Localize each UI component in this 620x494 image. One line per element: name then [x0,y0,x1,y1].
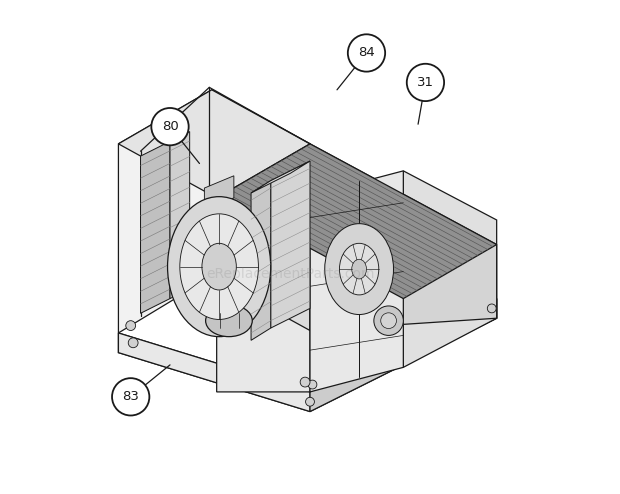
Polygon shape [205,176,234,210]
Circle shape [407,64,444,101]
Circle shape [300,377,310,387]
Text: 31: 31 [417,76,434,89]
Circle shape [128,338,138,348]
Polygon shape [170,131,190,298]
Circle shape [374,306,404,335]
Text: 80: 80 [162,120,179,133]
Ellipse shape [340,244,379,295]
Text: 83: 83 [122,390,139,403]
Circle shape [112,378,149,415]
Ellipse shape [325,224,394,315]
Circle shape [487,304,496,313]
Ellipse shape [352,259,366,279]
Polygon shape [118,90,310,198]
Ellipse shape [180,214,259,320]
Polygon shape [216,196,310,392]
Circle shape [151,108,188,145]
Polygon shape [118,298,497,412]
Polygon shape [251,161,310,193]
Text: eReplacementParts.com: eReplacementParts.com [206,267,374,281]
Polygon shape [141,141,170,313]
Polygon shape [271,161,310,328]
Polygon shape [251,181,271,340]
Polygon shape [310,298,497,412]
Circle shape [348,34,385,72]
Polygon shape [212,90,310,330]
Ellipse shape [167,197,271,336]
Circle shape [381,313,396,329]
Polygon shape [310,144,497,330]
Polygon shape [118,333,310,412]
Polygon shape [118,90,212,333]
Text: 84: 84 [358,46,375,59]
Circle shape [308,380,317,389]
Polygon shape [404,171,497,368]
Ellipse shape [202,244,236,290]
Polygon shape [216,144,497,298]
Circle shape [126,321,136,330]
Ellipse shape [206,305,252,336]
Circle shape [306,397,314,406]
Polygon shape [310,171,404,392]
